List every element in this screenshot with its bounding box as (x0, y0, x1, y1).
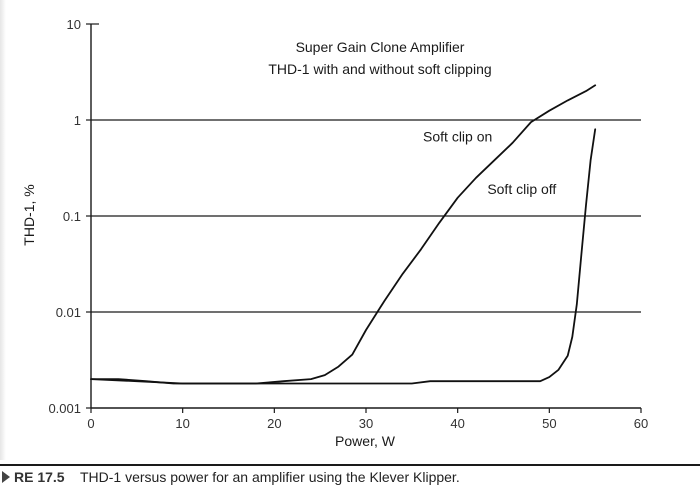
y-tick-label-3: 1 (74, 113, 81, 128)
axis-layer (86, 23, 642, 413)
y-tick-label-0: 0.001 (48, 401, 81, 416)
x-tick-label-2: 20 (267, 416, 281, 431)
annotation-soft-clip-off: Soft clip off (487, 181, 556, 197)
annotation-soft-clip-on: Soft clip on (423, 128, 492, 144)
x-tick-label-4: 40 (450, 416, 464, 431)
x-tick-label-3: 30 (359, 416, 373, 431)
grid-layer (91, 23, 641, 313)
chart-title-line-1: Super Gain Clone Amplifier (296, 39, 465, 55)
x-axis-label: Power, W (335, 433, 396, 449)
figure-label: RE 17.5 (14, 469, 65, 485)
thd-chart: 0.001 0.01 0.1 1 10 0 10 20 30 40 50 60 Super Gain … (21, 17, 648, 449)
series-line-soft-clip-off (90, 128, 597, 385)
x-tick-label-6: 60 (634, 416, 648, 431)
tick-labels: 0.001 0.01 0.1 1 10 0 10 20 30 40 50 60 (48, 17, 648, 431)
y-axis-label: THD-1, % (21, 184, 37, 245)
x-tick-label-5: 50 (542, 416, 556, 431)
x-tick-label-0: 0 (87, 416, 94, 431)
text-layer: Super Gain Clone Amplifier THD-1 with an… (21, 39, 556, 449)
series-layer (90, 84, 597, 385)
caption-arrow-icon (2, 471, 10, 483)
page-edge-shadow (0, 0, 6, 460)
y-tick-label-1: 0.01 (56, 305, 81, 320)
series-line-soft-clip-on (90, 84, 597, 385)
y-tick-label-4: 10 (67, 17, 81, 32)
y-tick-label-2: 0.1 (63, 209, 81, 224)
chart-title-line-2: THD-1 with and without soft clipping (268, 61, 491, 77)
figure-caption-text: THD-1 versus power for an amplifier usin… (80, 469, 460, 485)
x-tick-label-1: 10 (175, 416, 189, 431)
figure-caption: RE 17.5 THD-1 versus power for an amplif… (0, 466, 700, 490)
caption-rule (0, 464, 700, 466)
